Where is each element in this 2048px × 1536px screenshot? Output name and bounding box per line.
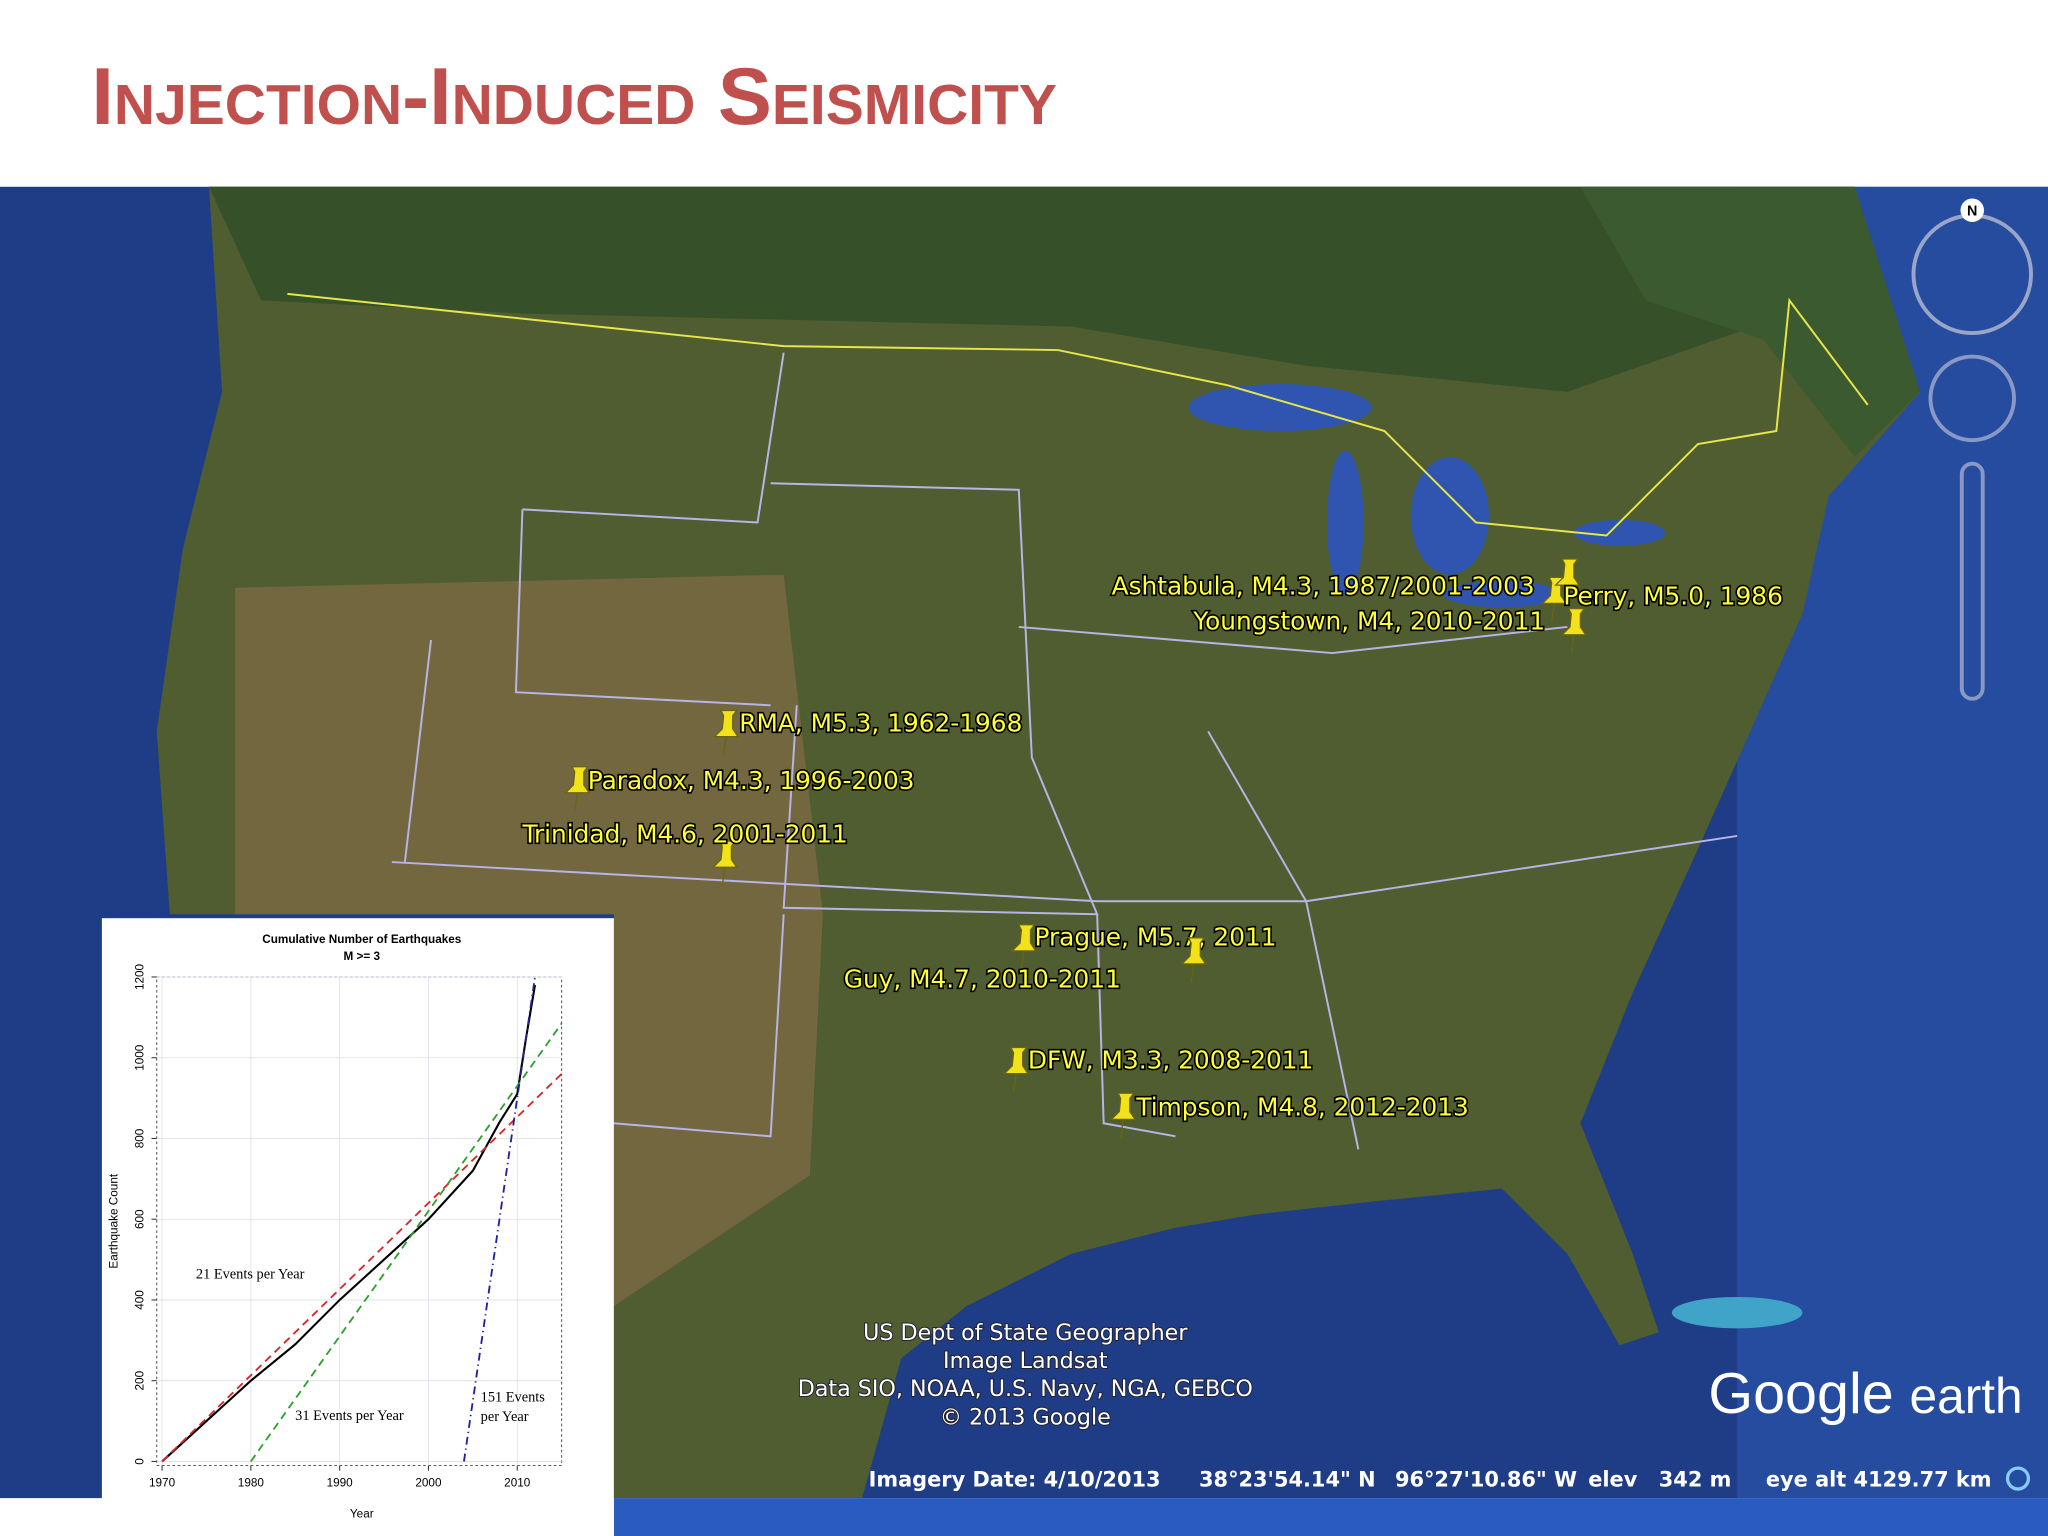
desert	[235, 574, 823, 1307]
y-tick-label: 800	[134, 1128, 147, 1148]
island	[1671, 1296, 1803, 1329]
map	[0, 186, 2048, 1499]
status-icon	[2005, 1466, 2031, 1491]
placemark-label[interactable]: Perry, M5.0, 1986	[1562, 580, 1785, 612]
placemark-pin[interactable]	[712, 709, 740, 756]
placemark-label[interactable]: RMA, M5.3, 1962-1968	[738, 707, 1024, 739]
chart-title: Cumulative Number of Earthquakes	[262, 933, 462, 946]
attribution-line: © 2013 Google	[940, 1404, 1111, 1430]
x-tick-label: 1970	[149, 1476, 176, 1489]
footer-bar	[613, 1498, 2048, 1536]
y-tick-label: 0	[134, 1458, 147, 1465]
placemark-label[interactable]: Trinidad, M4.6, 2001-2011	[520, 818, 850, 850]
status-text: 96°27'10.86" W	[1395, 1467, 1577, 1491]
x-tick-label: 2010	[504, 1476, 531, 1489]
placemark-label[interactable]: Ashtabula, M4.3, 1987/2001-2003	[1110, 570, 1536, 602]
y-tick-label: 1000	[134, 1044, 147, 1071]
data-line	[463, 976, 536, 1462]
chart-background	[101, 918, 614, 1536]
placemark-label[interactable]: Youngstown, M4, 2010-2011	[1191, 605, 1547, 637]
y-tick-label: 600	[134, 1209, 147, 1229]
y-tick-label: 200	[134, 1370, 147, 1390]
data-line	[250, 1022, 563, 1462]
placemark-pin[interactable]	[563, 766, 591, 812]
state-borders	[391, 352, 1738, 1150]
status-bar: Imagery Date: 4/10/2013 38°23'54.14" N 96°…	[869, 1467, 1992, 1491]
look-control[interactable]	[1928, 354, 2016, 443]
placemark-pin[interactable]	[1554, 558, 1581, 604]
x-axis-label: Year	[350, 1508, 374, 1521]
attribution-line: Data SIO, NOAA, U.S. Navy, NGA, GEBCO	[798, 1376, 1253, 1402]
maritimes	[1580, 186, 1920, 458]
chart-inset: Cumulative Number of Earthquakes M >= 3 …	[101, 918, 614, 1536]
canada-forest	[208, 186, 1855, 392]
chart-subtitle: M >= 3	[344, 950, 381, 963]
annotation: 21 Events per Year	[196, 1267, 305, 1283]
placemarks: Ashtabula, M4.3, 1987/2001-2003 Perry, M5…	[520, 558, 1785, 1138]
placemark-label[interactable]: Guy, M4.7, 2010-2011	[842, 963, 1122, 995]
placemark-label[interactable]: Prague, M5.7, 2011	[1033, 921, 1278, 953]
status-text: Imagery Date: 4/10/2013	[869, 1467, 1161, 1491]
logo-google: Google	[1708, 1362, 1893, 1426]
x-tick-label: 2000	[415, 1476, 442, 1489]
lake	[1443, 581, 1561, 608]
lake	[1188, 384, 1372, 432]
attribution-line: US Dept of State Geographer	[863, 1320, 1188, 1346]
compass-label: N	[1967, 204, 1977, 220]
placemark-pin[interactable]	[1010, 924, 1037, 970]
compass-north	[1960, 198, 1984, 223]
data-line	[161, 1073, 563, 1463]
lake	[1573, 519, 1666, 546]
placemark-label[interactable]: Paradox, M4.3, 1996-2003	[586, 764, 916, 796]
placemark-pin[interactable]	[1180, 937, 1207, 983]
status-text: 38°23'54.14" N	[1199, 1467, 1376, 1491]
y-axis-label: Earthquake Count	[108, 1173, 121, 1268]
y-tick-label: 1200	[134, 963, 147, 990]
title-bar	[0, 0, 2048, 187]
x-tick-label: 1990	[327, 1476, 354, 1489]
plot: 1970 1980 1990 2000 2010 0 200 400 600 800 1000 120…	[134, 963, 563, 1489]
slide-title: Injection-Induced Seismicity	[91, 52, 1057, 142]
placemark-label[interactable]: DFW, M3.3, 2008-2011	[1026, 1044, 1315, 1076]
annotation: 151 Events	[481, 1389, 546, 1405]
border	[287, 292, 1869, 537]
annotation: per Year	[481, 1409, 529, 1425]
placemark-label[interactable]: Timpson, M4.8, 2012-2013	[1134, 1091, 1471, 1123]
placemark-pin[interactable]	[711, 840, 738, 886]
lake	[1410, 457, 1489, 575]
y-tick-label: 400	[134, 1290, 147, 1310]
logo-earth: earth	[1910, 1368, 2023, 1424]
plot-frame	[156, 976, 563, 1466]
zoom-slider[interactable]	[1959, 461, 1985, 701]
lake	[1327, 450, 1364, 595]
x-tick-label: 1980	[238, 1476, 265, 1489]
attribution-line: Image Landsat	[943, 1348, 1108, 1374]
annotation: 31 Events per Year	[295, 1408, 404, 1424]
status-text: eye alt 4129.77 km	[1766, 1467, 1992, 1491]
placemark-pin[interactable]	[1002, 1046, 1030, 1093]
placemark-pin[interactable]	[1109, 1092, 1137, 1138]
status-text: 342 m	[1659, 1467, 1732, 1491]
status-text: elev	[1588, 1467, 1637, 1491]
placemark-pin[interactable]	[1560, 608, 1587, 654]
